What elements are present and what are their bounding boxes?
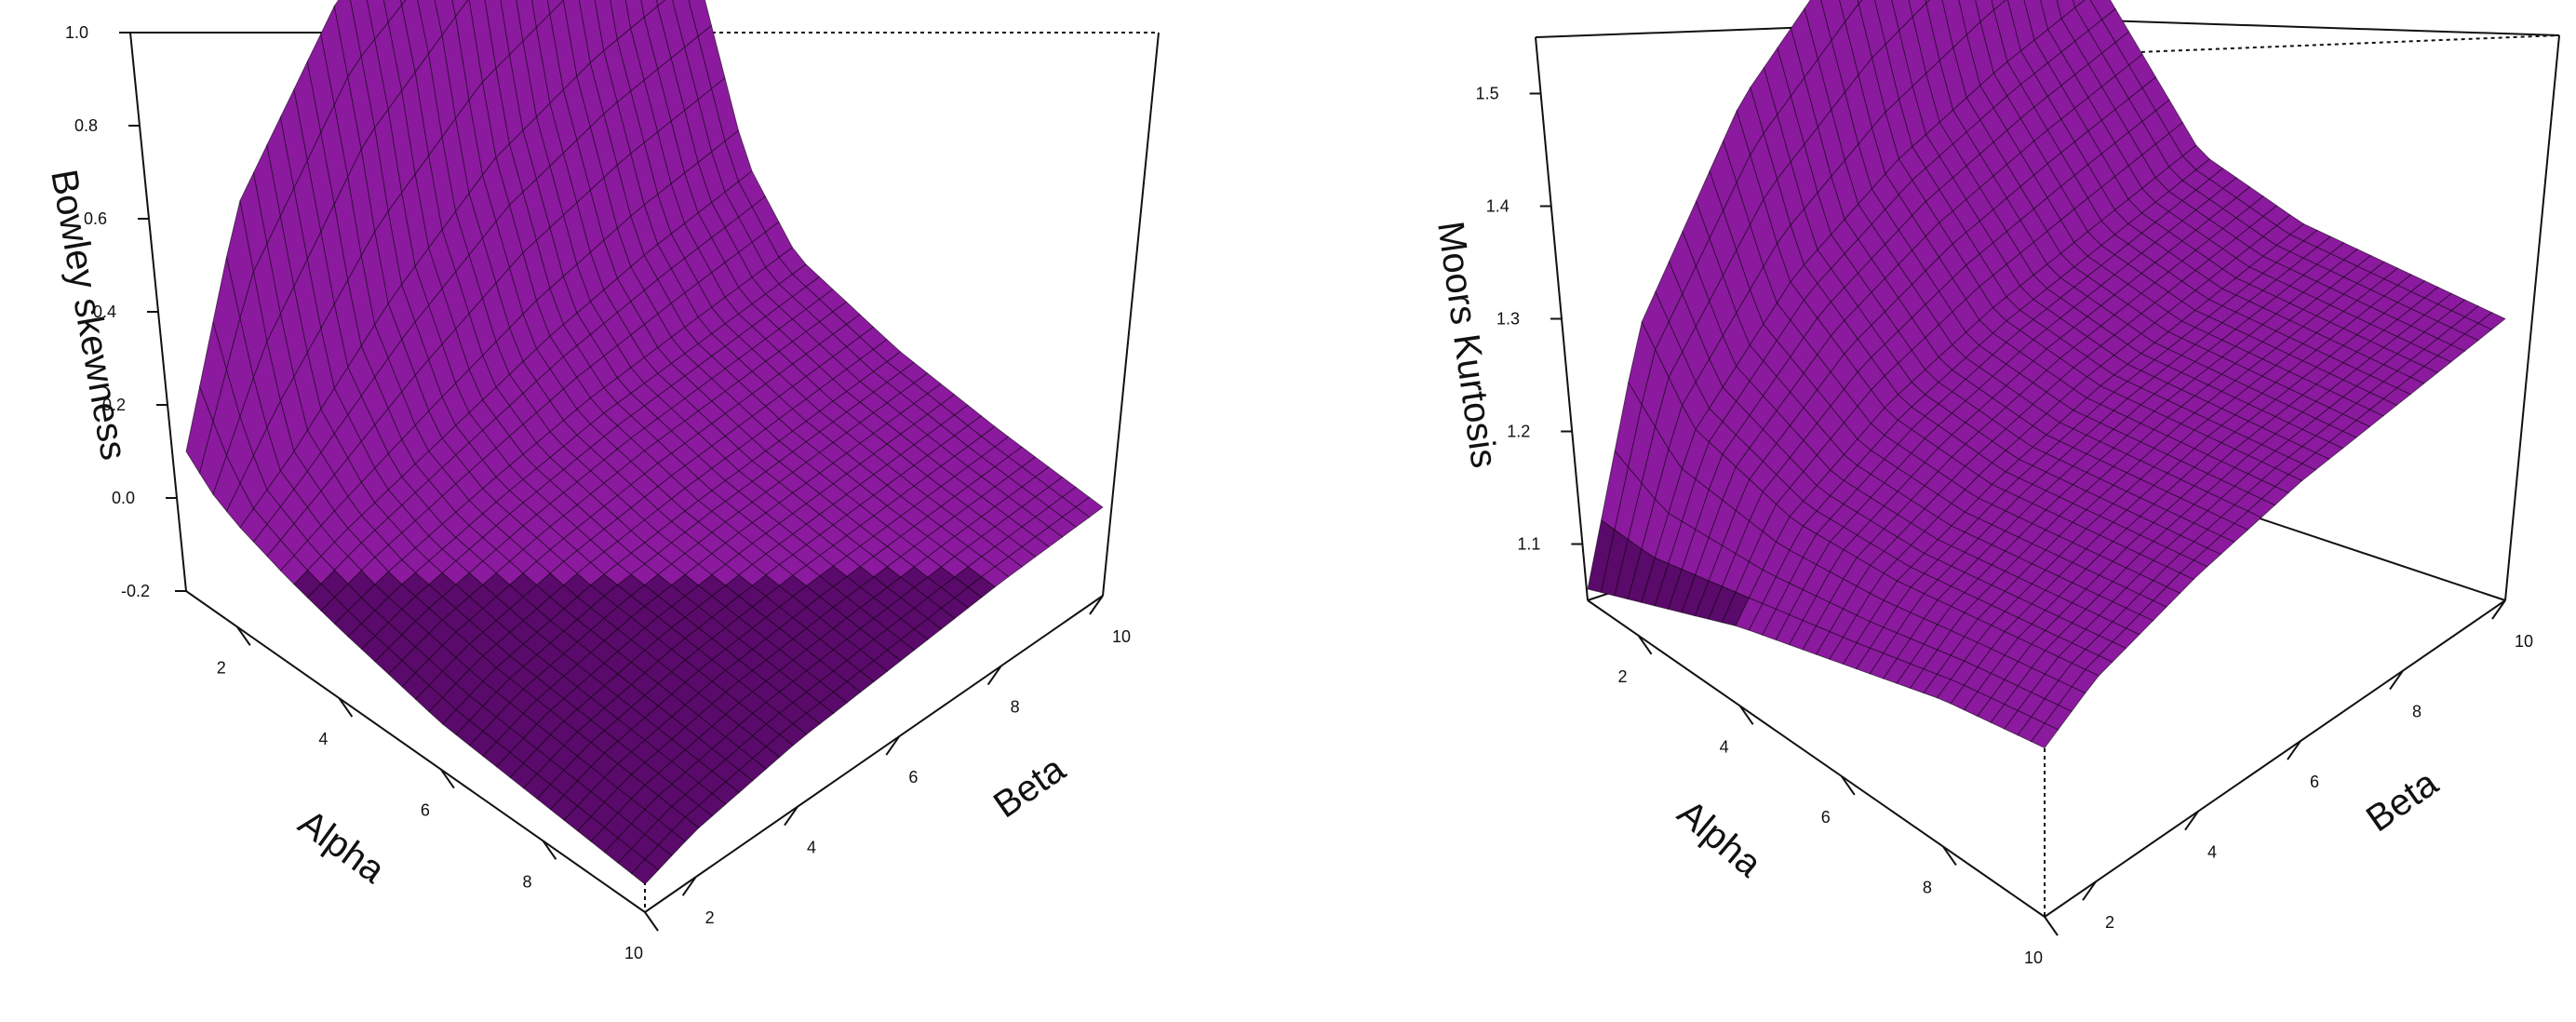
x-tick bbox=[1738, 705, 1754, 725]
x-tick bbox=[1840, 775, 1856, 796]
x-axis-title: Alpha bbox=[1670, 792, 1769, 885]
y-tick-label: 8 bbox=[2412, 703, 2422, 721]
x-tick-label: 6 bbox=[421, 801, 430, 820]
y-tick-label: 4 bbox=[2207, 843, 2217, 862]
z-tick-label: 0.2 bbox=[102, 396, 126, 414]
x-axis-title: Alpha bbox=[291, 802, 393, 892]
x-tick bbox=[644, 911, 659, 932]
x-tick-label: 2 bbox=[1618, 667, 1628, 686]
x-tick-label: 4 bbox=[318, 730, 328, 748]
x-tick bbox=[1637, 635, 1653, 655]
x-tick bbox=[1942, 845, 1957, 867]
y-axis-title: Beta bbox=[986, 748, 1073, 827]
z-tick-label: 0.4 bbox=[93, 303, 116, 321]
y-tick bbox=[2184, 811, 2199, 831]
z-tick-label: 0.0 bbox=[112, 489, 135, 507]
z-tick-label: 0.6 bbox=[84, 209, 107, 228]
bowley-skewness-plot: -0.2 0.0 0.2 0.4 0.6 0.8 1.0 2 4 6 8 10 2 4 6 8 10 Bowle… bbox=[43, 0, 1160, 962]
z-axis-title: Bowley skewness bbox=[43, 167, 134, 464]
y-tick bbox=[681, 876, 697, 896]
y-tick bbox=[885, 735, 901, 756]
x-tick bbox=[338, 697, 354, 718]
z-tick-label: -0.2 bbox=[121, 582, 150, 600]
surface-mesh bbox=[185, 0, 1104, 885]
y-axis-title: Beta bbox=[2359, 762, 2446, 840]
surface-patch bbox=[451, 0, 469, 18]
y-tick-label: 6 bbox=[2310, 773, 2319, 791]
y-tick bbox=[784, 806, 798, 827]
y-tick bbox=[2287, 740, 2301, 760]
y-tick-label: 6 bbox=[908, 768, 918, 787]
axis-ticks: 1.1 1.2 1.3 1.4 1.5 2 4 6 8 10 2 4 6 8 10 bbox=[1476, 85, 2533, 968]
x-tick bbox=[235, 625, 251, 646]
surface-mesh bbox=[1587, 0, 2506, 749]
x-tick-label: 10 bbox=[2024, 948, 2043, 967]
x-tick bbox=[440, 769, 455, 789]
y-tick-label: 10 bbox=[2515, 632, 2533, 651]
y-tick-label: 2 bbox=[2105, 913, 2114, 932]
y-tick bbox=[986, 665, 1002, 686]
x-tick-label: 6 bbox=[1821, 808, 1831, 827]
moors-kurtosis-plot: 1.1 1.2 1.3 1.4 1.5 2 4 6 8 10 2 4 6 8 10 Moors Kurtos… bbox=[1429, 0, 2560, 968]
x-tick-label: 4 bbox=[1720, 737, 1729, 756]
y-tick bbox=[1089, 595, 1104, 615]
x-tick bbox=[2044, 916, 2059, 936]
y-tick bbox=[2491, 599, 2506, 620]
z-axis-title: Moors Kurtosis bbox=[1429, 219, 1505, 470]
z-tick-label: 1.0 bbox=[65, 23, 88, 42]
x-tick-label: 2 bbox=[217, 658, 226, 677]
axis-ticks: -0.2 0.0 0.2 0.4 0.6 0.8 1.0 2 4 6 8 10 2 4 6 8 10 bbox=[65, 23, 1131, 962]
x-tick-label: 10 bbox=[624, 944, 643, 962]
x-tick-label: 8 bbox=[1923, 878, 1932, 896]
x-tick-label: 8 bbox=[522, 872, 531, 891]
x-tick bbox=[542, 840, 557, 860]
y-tick-label: 10 bbox=[1112, 627, 1131, 646]
z-tick-label: 1.3 bbox=[1496, 310, 1520, 329]
y-tick-label: 4 bbox=[807, 839, 816, 857]
y-tick-label: 2 bbox=[705, 908, 715, 927]
z-tick-label: 1.2 bbox=[1507, 423, 1530, 441]
y-tick bbox=[2389, 669, 2404, 691]
surface-patch bbox=[2030, 722, 2059, 749]
y-tick-label: 8 bbox=[1011, 698, 1020, 717]
z-tick-label: 1.1 bbox=[1517, 535, 1540, 554]
z-tick-label: 0.8 bbox=[74, 116, 98, 135]
surface-patch bbox=[630, 858, 660, 885]
z-tick-label: 1.5 bbox=[1476, 85, 1499, 103]
z-tick-label: 1.4 bbox=[1486, 197, 1509, 216]
y-tick bbox=[2082, 881, 2097, 901]
